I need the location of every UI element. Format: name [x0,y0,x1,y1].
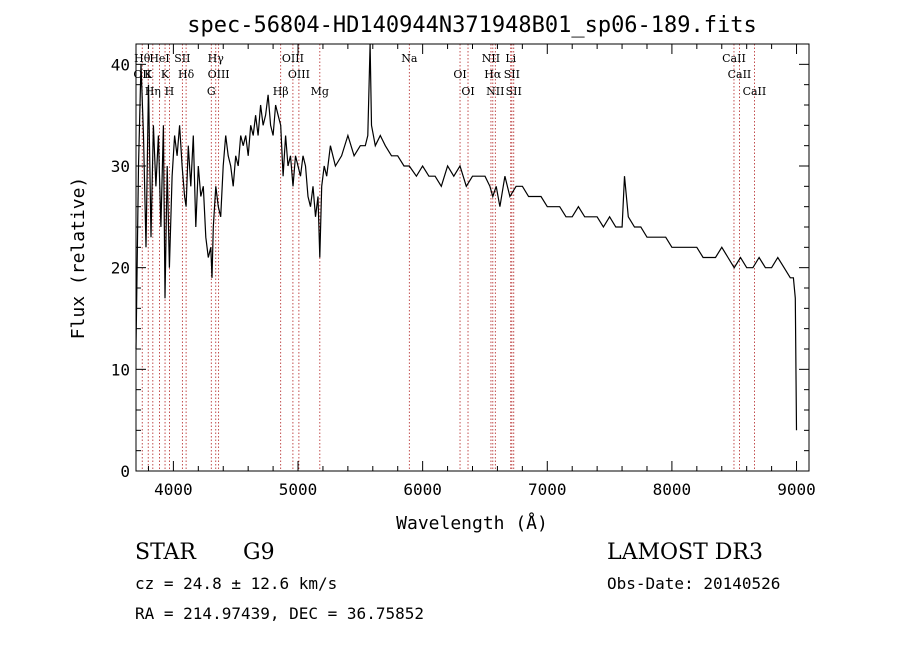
line-marker-label: SII [504,68,520,81]
line-marker-label: Li [505,52,516,65]
spectral-line-markers [141,44,755,471]
line-marker-label: Hγ [208,52,225,65]
y-tick-label: 40 [111,55,130,74]
x-tick-label: 8000 [653,480,692,499]
x-tick-label: 7000 [528,480,567,499]
y-tick-label: 0 [120,462,130,481]
survey-name: LAMOST DR3 [607,540,763,565]
line-marker-label: CaII [722,52,746,65]
line-marker-label: H [165,85,175,98]
line-marker-label: NII [482,52,500,65]
line-marker-label: OI [453,68,466,81]
line-marker-label: G [207,85,216,98]
redshift-cz: cz = 24.8 ± 12.6 km/s [135,574,338,593]
line-marker-label: Hδ [178,68,195,81]
line-marker-label: OII [133,68,151,81]
line-marker-label: HeI [149,52,169,65]
y-axis: 0 10 20 30 40 [111,43,809,481]
y-axis-label: Flux (relative) [68,177,89,340]
line-marker-label: Hη [145,85,161,98]
spectrum-line [135,43,798,431]
chart-title: spec-56804-HD140944N371948B01_sp06-189.f… [187,13,757,38]
y-tick-label: 20 [111,259,130,278]
line-marker-label: NII [486,85,504,98]
line-marker-label: CaII [743,85,767,98]
line-marker-label: SII [174,52,190,65]
line-marker-label: OIII [288,68,310,81]
y-tick-label: 10 [111,360,130,379]
line-marker-label: SII [506,85,522,98]
object-class: STAR [135,540,196,565]
line-marker-label: K [144,68,153,81]
x-tick-label: 6000 [403,480,442,499]
line-marker-label: OIII [282,52,304,65]
object-subclass: G9 [243,540,275,565]
obs-date: Obs-Date: 20140526 [607,574,781,593]
line-marker-label: OI [461,85,474,98]
x-tick-label: 4000 [154,480,193,499]
line-marker-label: Na [401,52,418,65]
line-marker-label: Hθ [134,52,151,65]
line-marker-label: Mg [311,85,329,98]
x-axis-label: Wavelength (Å) [396,512,548,534]
line-marker-label: K [161,68,170,81]
spectral-line-labels: HθOIIKHηHeIKHSIIHδGHγOIIIHβOIIIOIIIMgNaO… [133,52,766,98]
x-axis: 4000 5000 6000 7000 8000 9000 [147,44,816,499]
line-marker-label: Hα [484,68,502,81]
line-marker-label: Hβ [273,85,289,98]
y-tick-label: 30 [111,157,130,176]
x-tick-label: 5000 [279,480,318,499]
line-marker-label: OIII [208,68,230,81]
line-marker-label: CaII [728,68,752,81]
x-tick-label: 9000 [777,480,816,499]
coordinates: RA = 214.97439, DEC = 36.75852 [135,604,424,623]
